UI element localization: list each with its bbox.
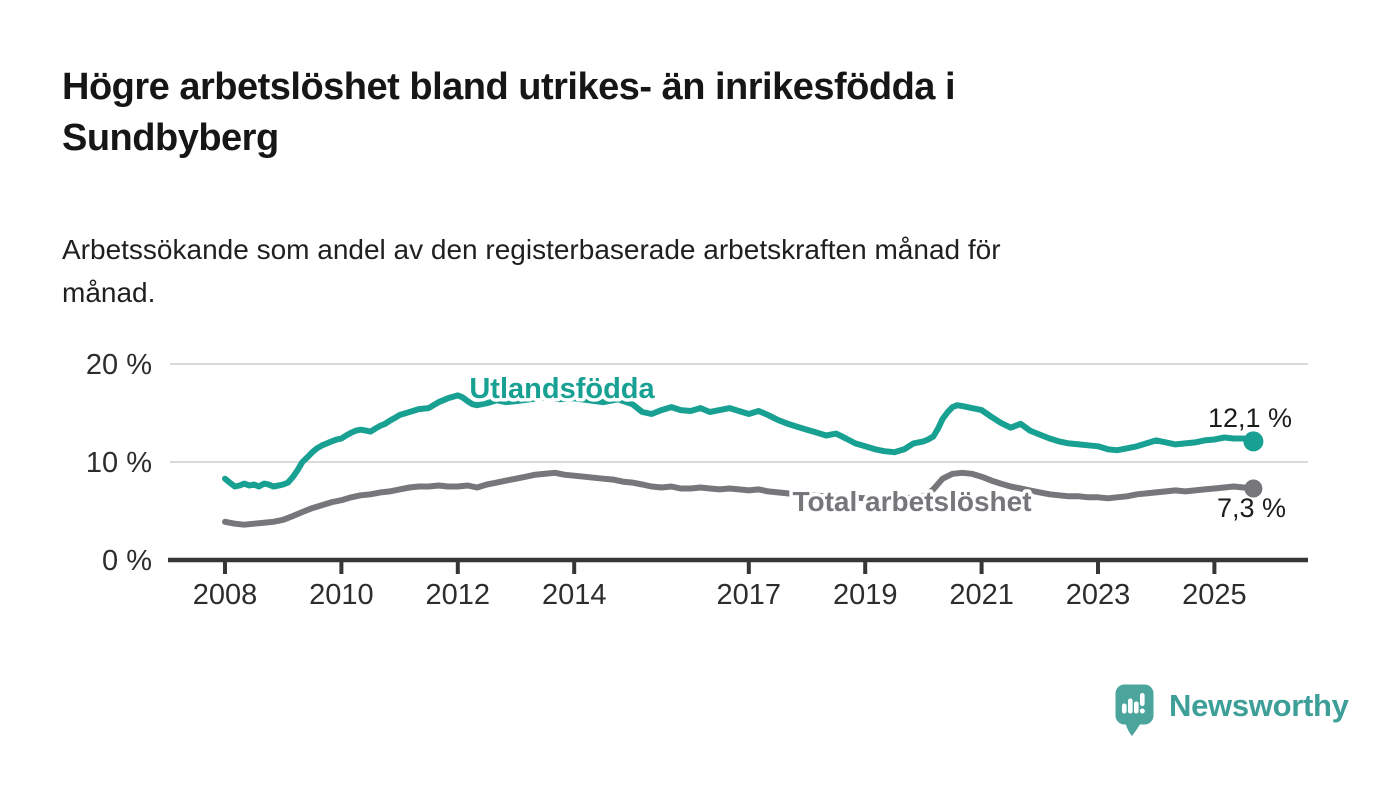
logo-bar-3 — [1134, 701, 1139, 714]
endpoint-dot-utlandsfodda — [1243, 431, 1264, 452]
series-lines — [222, 392, 1257, 528]
series-line-utlandsfodda — [222, 392, 1257, 490]
chart-subtitle: Arbetssökande som andel av den registerb… — [62, 228, 1282, 314]
x-tick-label: 2023 — [1066, 579, 1131, 611]
x-tick-label: 2014 — [542, 579, 607, 611]
y-tick-label: 0 % — [102, 545, 152, 577]
x-axis: 0 % 10 % 20 % 2008 2010 2012 2014 2017 2019 2021 2… — [86, 349, 1308, 611]
speech-bubble-bar-chart-icon — [1115, 684, 1154, 736]
series-line-total-arbetsloshet — [222, 469, 1257, 528]
logo-bubble-tail — [1125, 721, 1142, 736]
logo-exclamation-bar — [1140, 693, 1145, 706]
x-tick-label: 2012 — [426, 579, 491, 611]
gridlines — [170, 363, 1308, 463]
page-title: Högre arbetslöshet bland utrikes- än inr… — [62, 62, 1262, 164]
x-tick-label: 2021 — [949, 579, 1014, 611]
page-title-line-2: Sundbyberg — [62, 117, 279, 159]
chart-subtitle-line-2: månad. — [62, 277, 156, 308]
end-value-label-total-arbetsloshet: 7,3 % — [1217, 493, 1286, 523]
end-value-label-utlandsfodda: 12,1 % — [1208, 403, 1292, 433]
logo-bar-1 — [1122, 703, 1127, 714]
logo-bar-2 — [1128, 698, 1133, 714]
x-tick-label: 2019 — [833, 579, 898, 611]
x-tick-label: 2008 — [193, 579, 258, 611]
logo-exclamation-dot — [1139, 708, 1145, 714]
endpoint-dot-total-arbetsloshet — [1244, 479, 1263, 498]
series-label-utlandsfodda: Utlandsfödda — [469, 373, 655, 405]
newsworthy-logo: Newsworthy — [1115, 684, 1349, 737]
series-endpoint-dots — [1243, 431, 1264, 498]
x-tick-label: 2010 — [309, 579, 374, 611]
newsworthy-wordmark: Newsworthy — [1169, 688, 1349, 723]
y-tick-label: 10 % — [86, 447, 152, 479]
y-tick-label: 20 % — [86, 349, 152, 381]
series-label-total-arbetsloshet: Total arbetslöshet — [792, 486, 1031, 517]
page-title-line-1: Högre arbetslöshet bland utrikes- än inr… — [62, 66, 956, 108]
x-tick-label: 2017 — [717, 579, 782, 611]
x-tick-label: 2025 — [1182, 579, 1247, 611]
chart-subtitle-line-1: Arbetssökande som andel av den registerb… — [62, 234, 1001, 265]
